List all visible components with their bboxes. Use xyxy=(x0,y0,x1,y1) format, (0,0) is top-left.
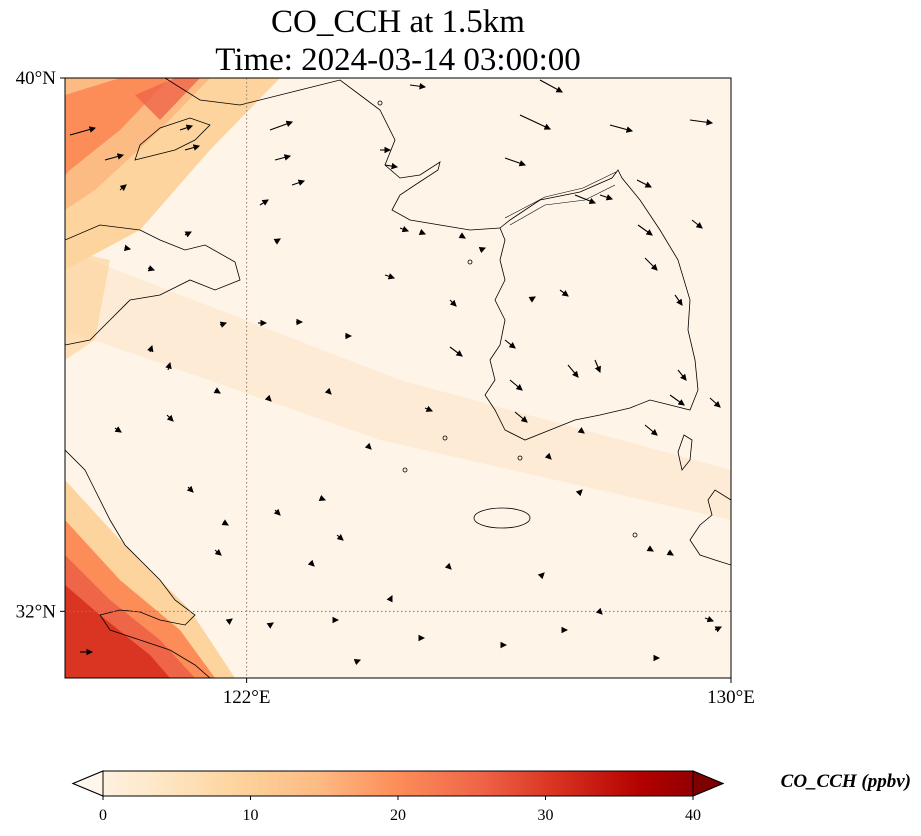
map-title-line-1: CO_CCH at 1.5km xyxy=(271,4,525,40)
wind-arrow xyxy=(409,83,427,90)
wind-arrow xyxy=(184,144,201,151)
wind-arrow xyxy=(179,124,194,131)
wind-arrow xyxy=(384,273,396,280)
wind-arrow xyxy=(509,379,523,391)
colorbar-extend-low xyxy=(71,770,104,797)
wind-arrow xyxy=(266,622,274,629)
wind-arrow xyxy=(165,361,172,371)
wind-arrow xyxy=(514,411,528,423)
wind-arrow xyxy=(599,194,614,201)
wind-arrow xyxy=(219,321,228,328)
wind-arrow xyxy=(504,157,527,167)
colorbar: 0 10 20 30 40 CO_CCH (ppbv) xyxy=(71,770,911,824)
wind-arrow xyxy=(69,126,97,136)
wind-arrow xyxy=(399,225,410,233)
wind-arrow xyxy=(104,153,125,161)
colorbar-extend-high xyxy=(692,770,725,797)
coastlines xyxy=(65,78,731,678)
wind-arrow xyxy=(646,545,654,552)
wind-arrow xyxy=(504,339,516,349)
map-axis-ticks: 40°N 32°N 122°E 130°E xyxy=(16,68,755,708)
colorbar-tick-label: 40 xyxy=(685,807,701,824)
lat-tick-label: 40°N xyxy=(16,68,57,89)
wind-arrow xyxy=(644,424,658,436)
wind-arrow xyxy=(147,265,156,272)
wind-arrow xyxy=(594,359,601,374)
wind-arrow xyxy=(291,179,306,186)
wind-arrow xyxy=(147,344,154,353)
wind-arrow xyxy=(269,120,294,131)
wind-arrow xyxy=(519,114,551,130)
wind-arrow xyxy=(264,394,272,402)
wind-arrow xyxy=(689,118,714,126)
wind-arrow xyxy=(478,246,487,254)
wind-arrow xyxy=(186,485,194,493)
wind-arrow xyxy=(114,426,122,433)
wind-arrow xyxy=(636,179,652,188)
wind-arrow xyxy=(225,618,233,625)
wind-arrow xyxy=(259,199,269,206)
wind-arrow xyxy=(691,219,703,229)
wind-arrow xyxy=(677,369,687,381)
wind-arrow xyxy=(166,414,174,422)
wind-arrow xyxy=(449,299,457,307)
wind-arrow xyxy=(273,508,281,516)
colorbar-tick-label: 10 xyxy=(243,807,259,824)
map-gridlines xyxy=(65,78,731,678)
wind-arrow xyxy=(364,442,372,450)
wind-arrow xyxy=(307,559,315,567)
wind-arrow xyxy=(574,194,597,205)
lon-tick-label: 122°E xyxy=(223,687,271,708)
wind-arrow xyxy=(213,387,221,394)
wind-arrow xyxy=(666,549,674,556)
wind-arrow xyxy=(709,397,721,408)
wind-arrow xyxy=(449,346,463,357)
co-concentration-field xyxy=(65,78,731,678)
wind-arrow xyxy=(644,257,658,271)
wind-arrow xyxy=(273,238,281,245)
wind-arrow xyxy=(669,394,685,406)
colorbar-tick-label: 30 xyxy=(538,807,554,824)
wind-arrow xyxy=(567,364,579,378)
wind-arrow xyxy=(119,184,127,192)
wind-arrow xyxy=(559,289,569,297)
wind-arrow xyxy=(595,607,603,615)
colorbar-tick-label: 0 xyxy=(99,807,107,824)
wind-vectors xyxy=(69,79,722,666)
wind-arrow xyxy=(458,232,466,239)
wind-arrow xyxy=(221,519,229,526)
wind-arrow xyxy=(444,562,452,570)
wind-arrow xyxy=(424,405,434,412)
wind-arrow xyxy=(704,615,715,623)
wind-arrow xyxy=(674,294,683,306)
colorbar-tick-label: 20 xyxy=(390,807,406,824)
wind-arrow xyxy=(184,231,192,238)
wind-arrow xyxy=(123,244,132,252)
map-frame xyxy=(64,77,732,679)
wind-arrow xyxy=(418,228,427,236)
wind-arrow xyxy=(318,494,327,502)
wind-arrow xyxy=(714,626,722,633)
wind-arrow xyxy=(577,427,585,434)
wind-arrow xyxy=(528,296,536,303)
colorbar-body xyxy=(71,770,725,797)
wind-arrow xyxy=(537,572,545,580)
colorbar-label: CO_CCH (ppbv) xyxy=(781,771,911,792)
wind-arrow xyxy=(214,548,222,556)
wind-arrow xyxy=(324,387,332,395)
wind-arrow xyxy=(386,595,393,603)
lat-tick-label: 32°N xyxy=(16,601,57,622)
wind-arrow xyxy=(274,154,292,161)
wind-arrow xyxy=(637,224,653,236)
wind-arrow xyxy=(384,162,399,170)
wind-arrow xyxy=(575,489,583,497)
lon-tick-label: 130°E xyxy=(707,687,755,708)
map-title-line-2: Time: 2024-03-14 03:00:00 xyxy=(215,42,581,78)
wind-arrow xyxy=(336,533,344,541)
wind-arrow xyxy=(353,658,362,666)
wind-arrow xyxy=(544,452,552,460)
wind-arrow xyxy=(609,124,634,133)
wind-arrow xyxy=(539,79,563,93)
